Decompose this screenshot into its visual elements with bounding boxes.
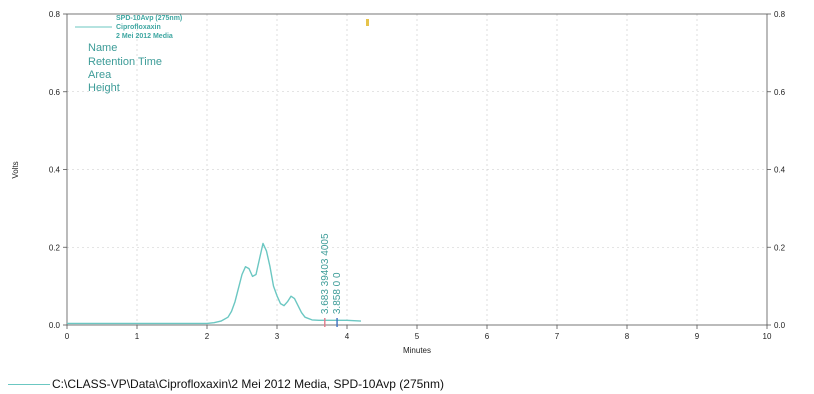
- footer-legend-swatch: [8, 383, 50, 385]
- x-tick-label: 9: [695, 332, 700, 341]
- y-tick-label: 0.4: [49, 166, 61, 175]
- x-tick-label: 7: [555, 332, 560, 341]
- field-label-area: Area: [88, 69, 112, 81]
- y2-tick-label: 0.8: [774, 10, 786, 19]
- annotation-layer: 3.683 39403 4005 3.858 0 0: [320, 233, 343, 327]
- x-tick-label: 3: [275, 332, 280, 341]
- field-label-retention-time: Retention Time: [88, 56, 162, 68]
- x-tick-label: 0: [65, 332, 70, 341]
- x-tick-label: 10: [763, 332, 772, 341]
- y-tick-label: 0.0: [49, 321, 61, 330]
- ticks-layer: 0 1 2 3 4 5 6 7 8 9 100.0 0.00.2 0.20.4 0.40.6 0.60.8 0…: [49, 10, 786, 341]
- x-tick-label: 6: [485, 332, 490, 341]
- y2-tick-label: 0.0: [774, 321, 786, 330]
- y2-tick-label: 0.6: [774, 88, 786, 97]
- y-tick-label: 0.2: [49, 243, 61, 252]
- x-tick-label: 4: [345, 332, 350, 341]
- legend-date: 2 Mei 2012 Media: [116, 33, 173, 40]
- series-line: [67, 242, 362, 325]
- x-tick-label: 5: [415, 332, 420, 341]
- footer-legend-label: C:\CLASS-VP\Data\Ciprofloxaxin\2 Mei 201…: [52, 377, 444, 391]
- legend-box: SPD-10Avp (275nm) Ciprofloxaxin 2 Mei 20…: [75, 15, 182, 40]
- marker-glyph: [366, 19, 369, 26]
- x-tick-label: 1: [135, 332, 140, 341]
- peak-annotation-label: 3.858 0 0: [332, 272, 343, 314]
- chromatogram-chart: 0 1 2 3 4 5 6 7 8 9 100.0 0.00.2 0.20.4 0.40.6 0.60.8 0…: [11, 10, 786, 355]
- field-label-name: Name: [88, 42, 117, 54]
- footer-legend: C:\CLASS-VP\Data\Ciprofloxaxin\2 Mei 201…: [8, 377, 808, 391]
- x-tick-label: 2: [205, 332, 210, 341]
- y-tick-label: 0.8: [49, 10, 61, 19]
- x-axis-title: Minutes: [403, 346, 431, 355]
- y-tick-label: 0.6: [49, 88, 61, 97]
- y-axis-title: Volts: [11, 161, 20, 178]
- field-label-height: Height: [88, 82, 120, 94]
- series-layer: [67, 242, 362, 325]
- field-labels: Name Retention Time Area Height: [88, 42, 162, 94]
- legend-detector: SPD-10Avp (275nm): [116, 15, 182, 22]
- grid-layer: [67, 14, 767, 325]
- y2-tick-label: 0.2: [774, 243, 786, 252]
- peak-annotation-label: 3.683 39403 4005: [320, 233, 331, 314]
- x-tick-label: 8: [625, 332, 630, 341]
- legend-sample: Ciprofloxaxin: [116, 24, 161, 31]
- y2-tick-label: 0.4: [774, 166, 786, 175]
